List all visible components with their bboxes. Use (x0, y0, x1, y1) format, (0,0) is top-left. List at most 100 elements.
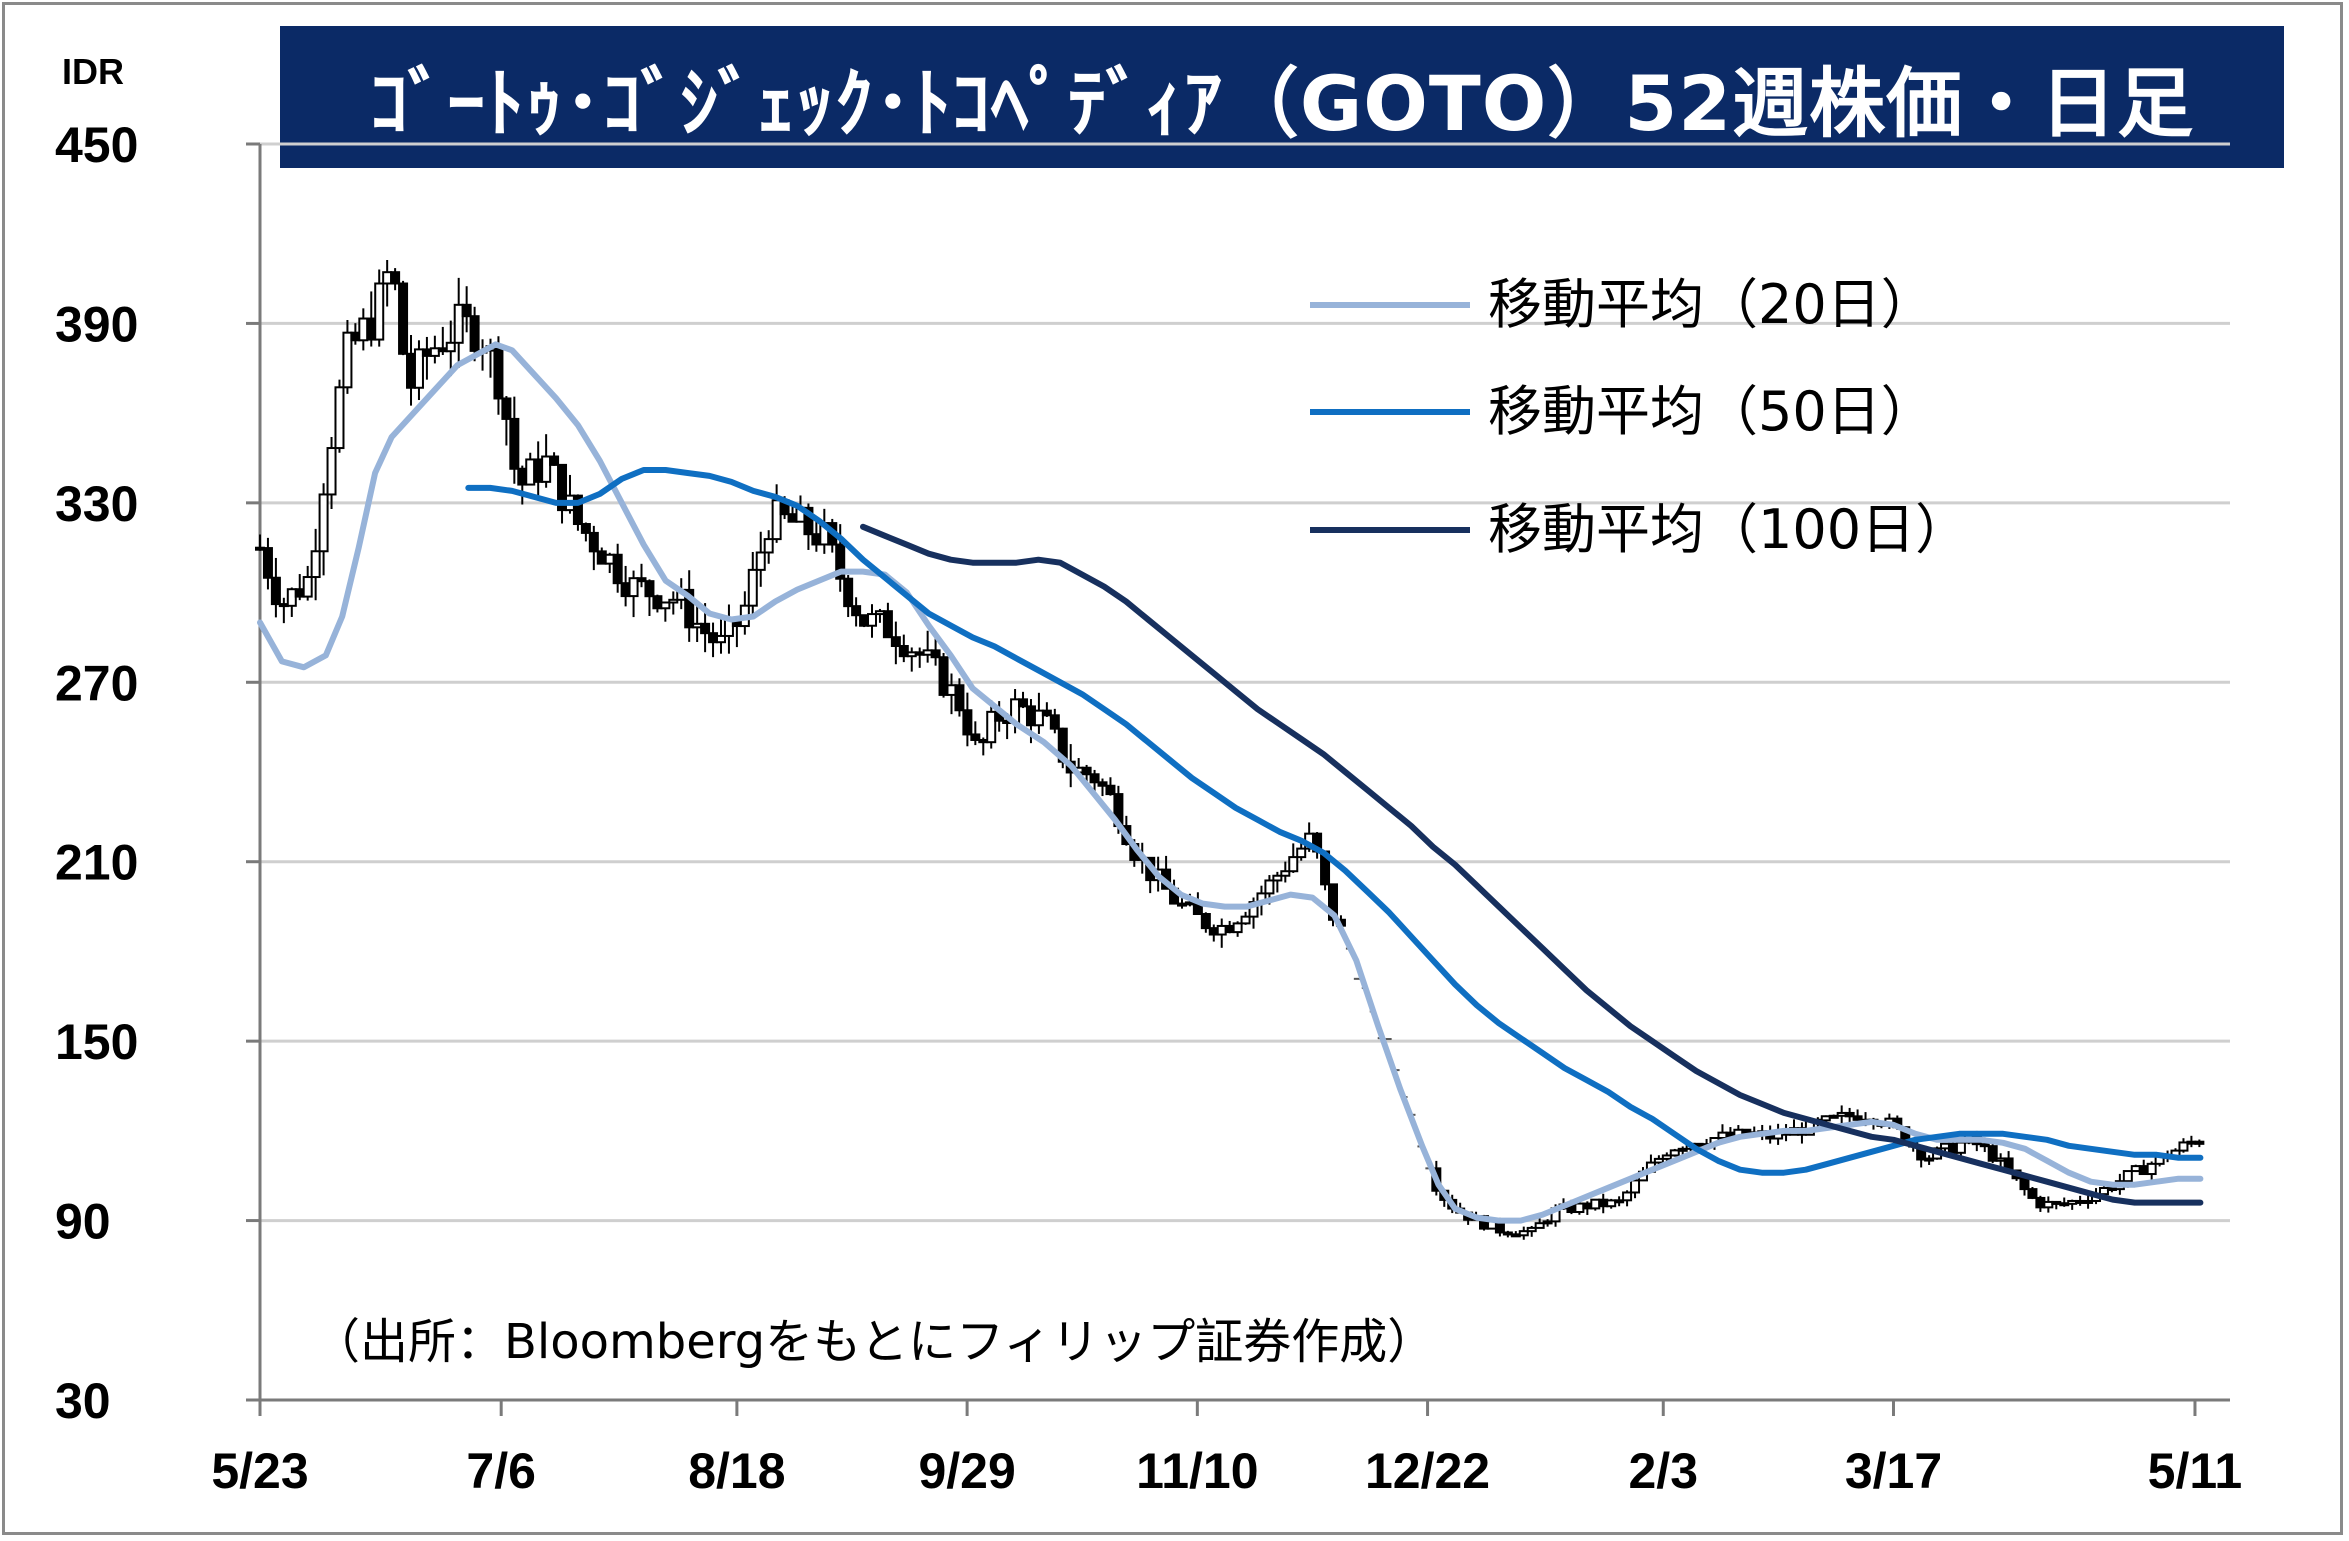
candle (342, 320, 353, 394)
candle-body (1081, 766, 1092, 776)
candle-body (692, 622, 703, 629)
candle (2059, 1197, 2070, 1207)
candle-body (962, 709, 973, 736)
chart-title: ｺﾞｰﾄｩ･ｺﾞｼﾞｪｯｸ･ﾄｺﾍﾟﾃﾞｨｱ（GOTO）52週株価・日足 (369, 59, 2195, 148)
candle-body (882, 610, 893, 639)
legend-label-3: 移動平均（100日） (1488, 498, 1969, 561)
candle-body (700, 622, 711, 635)
candle-body (580, 523, 591, 534)
ma-line-1 (257, 341, 2204, 1224)
candle (692, 604, 703, 643)
x-tick-label-2/3: 2/3 (1629, 1443, 1699, 1499)
candle (1280, 861, 1291, 883)
y-tick-label-330: 330 (55, 476, 138, 532)
candle (898, 634, 909, 663)
candle-body (1987, 1145, 1998, 1162)
candle (421, 336, 432, 380)
candle-body (715, 634, 726, 644)
candle-body (898, 645, 909, 658)
candle (541, 434, 552, 488)
candle (358, 308, 369, 351)
candle-body (1272, 874, 1283, 882)
candle-body (1924, 1157, 1935, 1162)
candle-body (787, 513, 798, 523)
candle (2051, 1200, 2062, 1210)
y-tick-label-450: 450 (55, 117, 138, 173)
candle-body (406, 352, 417, 389)
candle (1622, 1190, 1633, 1207)
gridlines (246, 142, 2230, 1402)
candle-body (890, 636, 901, 648)
candle-body (453, 303, 464, 344)
candle (1669, 1148, 1680, 1157)
candle (2035, 1195, 2046, 1212)
candle (954, 678, 965, 717)
candle (429, 335, 440, 364)
candle (596, 547, 607, 565)
candle-body (1033, 709, 1044, 727)
candle-body (1200, 913, 1211, 930)
candle-body (2146, 1162, 2157, 1176)
candle-body (1176, 902, 1187, 907)
candle-body (668, 598, 679, 604)
candle (1582, 1201, 1593, 1215)
legend-label-2: 移動平均（50日） (1488, 380, 1935, 443)
candle-body (1947, 1142, 1958, 1154)
candle-body (612, 553, 623, 585)
candle-body (1940, 1142, 1951, 1150)
candle-body (572, 494, 583, 526)
candle (922, 630, 933, 663)
candle (374, 269, 385, 347)
candle (660, 601, 671, 622)
candle (1836, 1105, 1847, 1124)
candle-body (1574, 1202, 1585, 1214)
candle (1614, 1196, 1625, 1207)
candle (612, 543, 623, 593)
candle (1216, 918, 1227, 948)
candle (723, 604, 734, 654)
candle (1590, 1198, 1601, 1211)
candle-body (1018, 698, 1029, 708)
ma-line-3 (860, 523, 2204, 1206)
candle-body (604, 553, 615, 565)
x-tick-label-9/29: 9/29 (918, 1443, 1015, 1499)
candle (406, 334, 417, 406)
candle-body (636, 577, 647, 583)
candle-body (1852, 1115, 1863, 1121)
candle-body (859, 614, 870, 627)
y-axis-unit-label: IDR (62, 51, 124, 92)
candle (517, 465, 528, 505)
candle (286, 587, 297, 617)
candle (620, 565, 631, 607)
candle (859, 614, 870, 628)
axes (258, 144, 2230, 1416)
candle-body (1677, 1147, 1688, 1152)
candle-body (747, 568, 758, 607)
candle-body (1025, 705, 1036, 727)
candle-body (1661, 1154, 1672, 1160)
candle-body (501, 397, 512, 420)
candle (525, 452, 536, 486)
candle (302, 565, 313, 601)
candle-body (2138, 1165, 2149, 1176)
legend: 移動平均（20日） 移動平均（50日） 移動平均（100日） (1310, 273, 1969, 561)
candle-body (525, 458, 536, 486)
candle (262, 537, 273, 590)
candle-body (1097, 781, 1108, 787)
candle (445, 320, 456, 377)
candle (938, 652, 949, 698)
candle (1828, 1114, 1839, 1119)
candle-body (342, 331, 353, 389)
candle-body (1669, 1149, 1680, 1157)
candle-body (437, 347, 448, 353)
candle (1105, 777, 1116, 796)
x-tick-label-7/6: 7/6 (466, 1443, 536, 1499)
candle-body (2178, 1141, 2189, 1152)
candle-body (1240, 915, 1251, 925)
candle (946, 673, 957, 715)
candle-body (1232, 922, 1243, 934)
candle (509, 396, 520, 484)
candle (2194, 1139, 2205, 1148)
candle-body (1510, 1233, 1521, 1238)
candle (914, 647, 925, 668)
